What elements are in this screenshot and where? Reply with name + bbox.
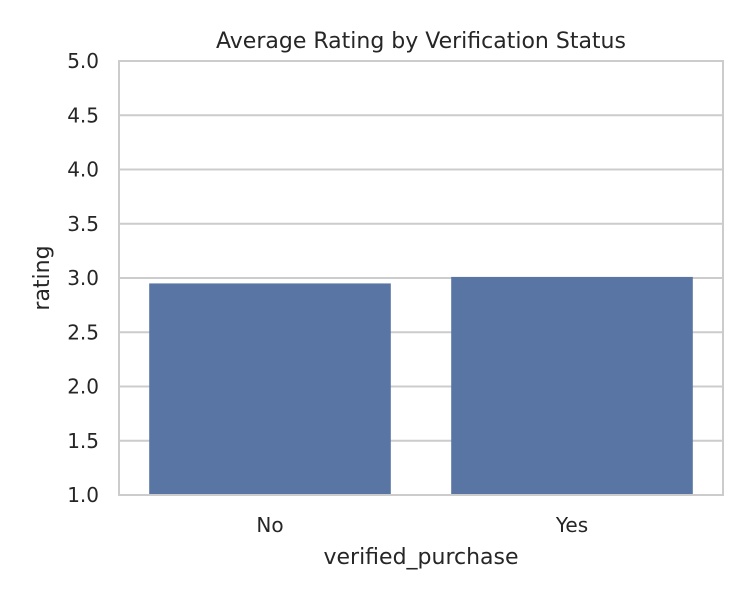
y-tick-label: 1.5 <box>67 429 99 453</box>
y-tick-label: 4.5 <box>67 103 99 127</box>
chart-title: Average Rating by Verification Status <box>216 29 626 54</box>
bars <box>149 276 693 495</box>
y-tick-label: 1.0 <box>67 483 99 507</box>
y-tick-label: 2.5 <box>67 320 99 344</box>
x-tick-labels: No Yes <box>256 513 588 537</box>
y-tick-label: 2.0 <box>67 375 99 399</box>
y-tick-label: 5.0 <box>67 49 99 73</box>
x-tick-label-yes: Yes <box>555 513 588 537</box>
bar-no <box>149 283 391 495</box>
y-tick-label: 3.5 <box>67 212 99 236</box>
x-axis-label: verified_purchase <box>323 545 518 570</box>
bar-yes <box>451 276 693 495</box>
y-tick-label: 4.0 <box>67 158 99 182</box>
y-axis-label: rating <box>30 245 55 310</box>
x-tick-label-no: No <box>256 513 283 537</box>
y-tick-label: 3.0 <box>67 266 99 290</box>
y-tick-labels: 1.0 1.5 2.0 2.5 3.0 3.5 4.0 4.5 5.0 <box>67 49 99 507</box>
plot-frame <box>118 60 724 496</box>
